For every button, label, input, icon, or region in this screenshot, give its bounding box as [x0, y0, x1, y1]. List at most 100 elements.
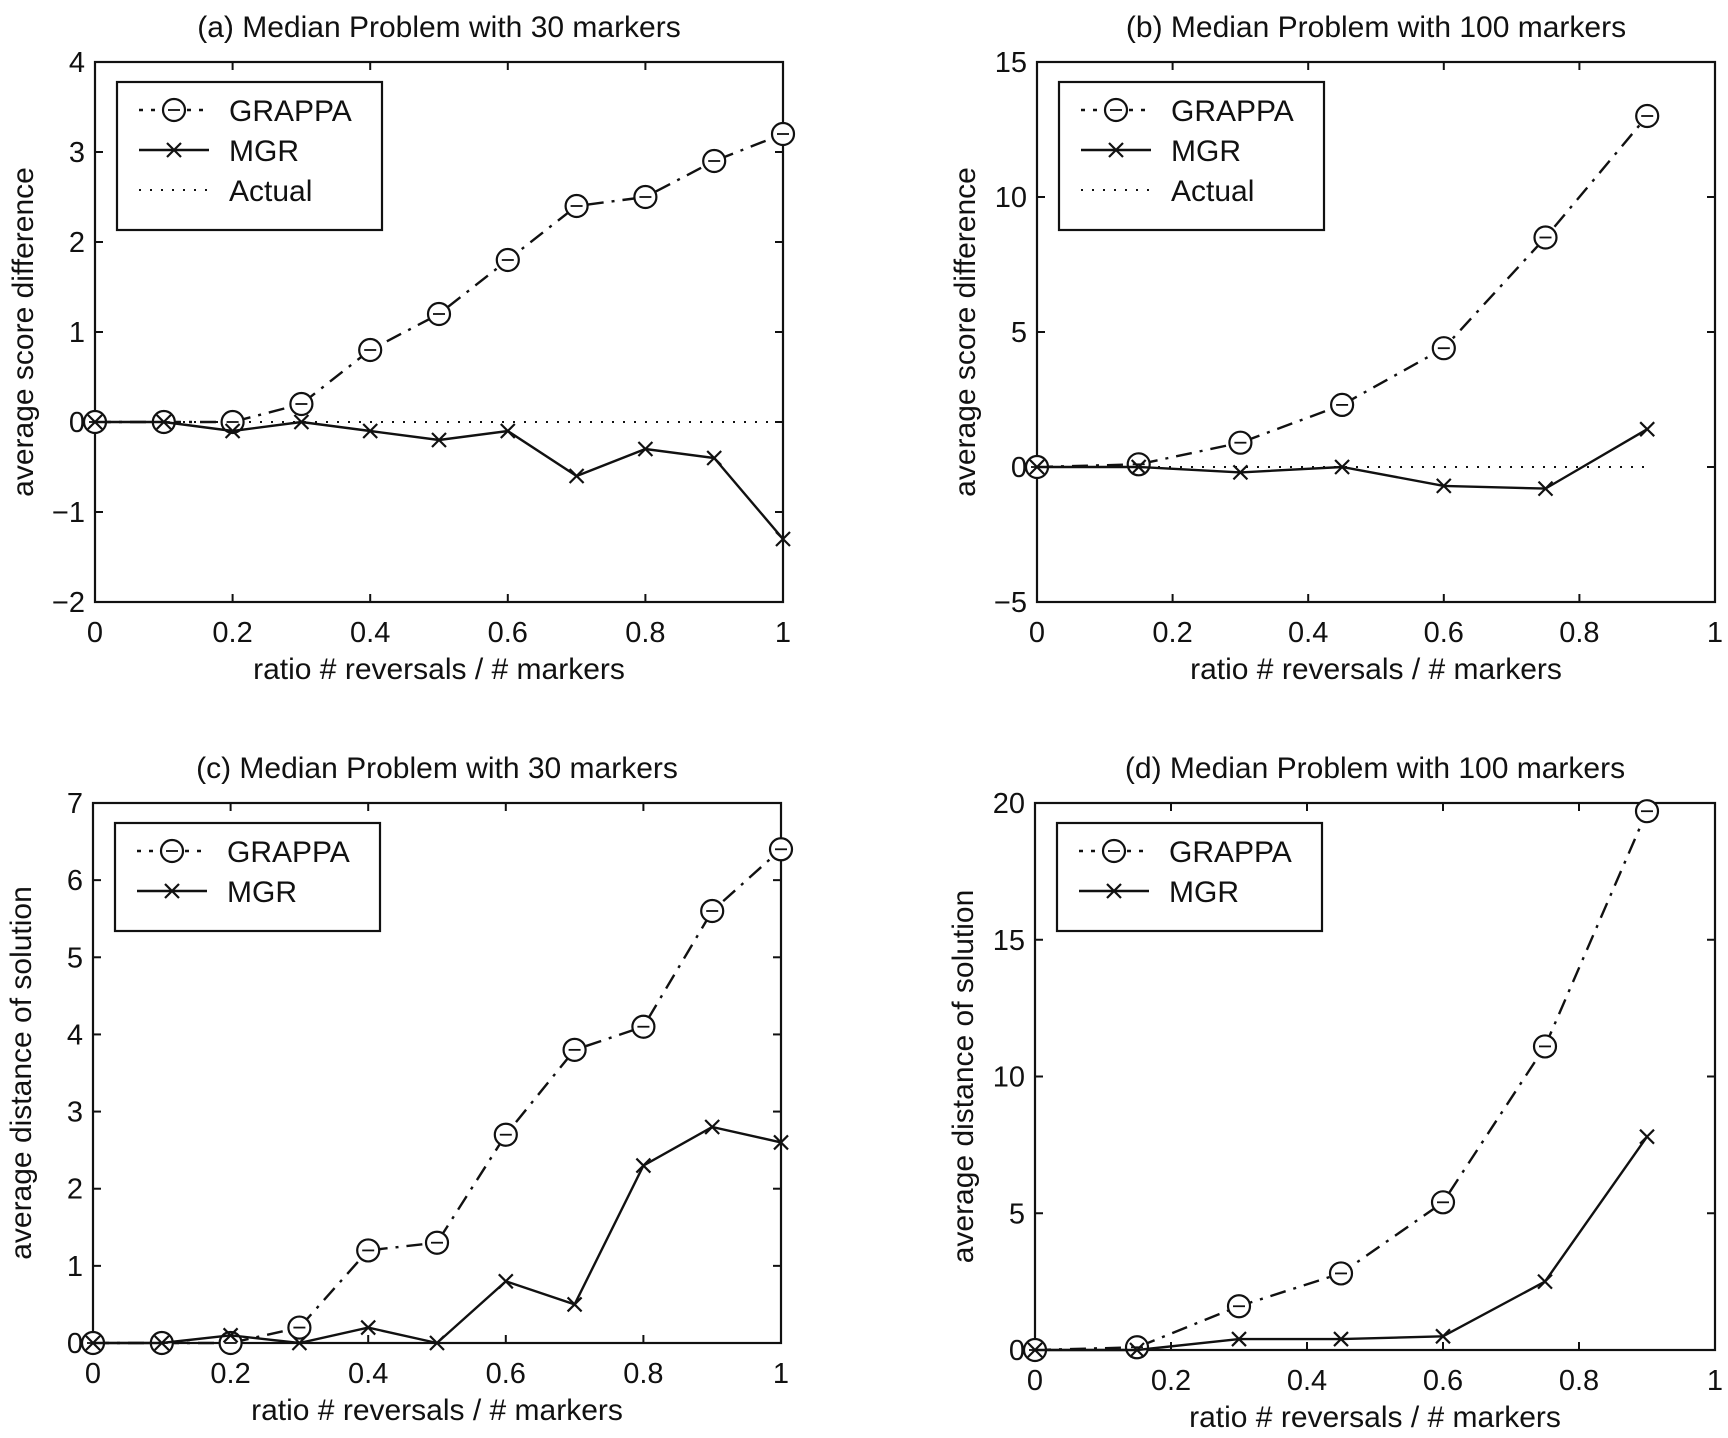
x-axis-label: ratio # reversals / # markers	[251, 1394, 623, 1427]
y-tick-label: 7	[67, 788, 83, 820]
y-tick-label: 5	[1011, 317, 1027, 349]
x-tick-label: 0.8	[1559, 1365, 1599, 1397]
y-tick-label: 4	[67, 1019, 83, 1051]
data-point-mgr	[1334, 459, 1350, 475]
data-point-mgr	[293, 414, 310, 430]
y-tick-label: 6	[67, 865, 83, 897]
data-point-mgr	[87, 414, 103, 430]
series-mgr	[87, 414, 791, 547]
data-point-mgr	[1129, 1342, 1145, 1358]
x-tick-label: 0.6	[1423, 1365, 1463, 1397]
legend-marker-mgr	[166, 142, 182, 158]
data-point-mgr	[775, 531, 791, 547]
y-tick-label: 5	[1009, 1198, 1025, 1230]
y-axis-label: average distance of solution	[947, 890, 980, 1264]
x-tick-label: 0.4	[1287, 1365, 1327, 1397]
legend-marker-mgr	[1106, 883, 1122, 899]
data-point-mgr	[1027, 1342, 1043, 1358]
x-tick-label: 0	[85, 1358, 101, 1390]
legend-label-mgr: MGR	[229, 135, 299, 168]
legend-label-actual: Actual	[1171, 175, 1254, 208]
x-tick-label: 0.2	[212, 617, 252, 649]
x-tick-label: 0.4	[348, 1358, 388, 1390]
x-tick-label: 0	[1027, 1365, 1043, 1397]
y-tick-label: 1	[67, 1251, 83, 1283]
y-tick-label: −1	[52, 497, 85, 529]
y-tick-label: 20	[993, 788, 1025, 820]
legend-box	[113, 821, 382, 933]
chart-title: (b) Median Problem with 100 markers	[1126, 11, 1626, 44]
panel-d: (d) Median Problem with 100 markers 0 0.2 0…	[947, 752, 1723, 1434]
x-tick-label: 0.2	[210, 1358, 250, 1390]
x-tick-label: 1	[1707, 617, 1723, 649]
data-point-mgr	[1639, 1128, 1655, 1145]
x-tick-label: 0.8	[625, 617, 665, 649]
x-axis-label: ratio # reversals / # markers	[1190, 653, 1562, 686]
legend-box	[1057, 80, 1326, 232]
y-tick-label: 15	[995, 47, 1027, 79]
data-point-mgr	[1537, 1273, 1553, 1290]
data-point-mgr	[1435, 1328, 1451, 1345]
y-tick-label: 0	[69, 407, 85, 439]
series-mgr	[1029, 421, 1655, 497]
legend-label-grappa: GRAPPA	[1171, 95, 1294, 128]
series-line-mgr	[1035, 1136, 1648, 1352]
x-tick-label: 0.8	[1559, 617, 1599, 649]
legend-box	[1055, 821, 1324, 933]
data-point-mgr	[156, 414, 172, 430]
legend: GRAPPA MGR Actual	[1057, 80, 1326, 232]
x-axis-label: ratio # reversals / # markers	[1189, 1401, 1561, 1434]
data-point-mgr	[637, 441, 654, 457]
x-tick-label: 0.2	[1151, 1365, 1191, 1397]
x-tick-label: 0	[87, 617, 103, 649]
x-tick-label: 0.6	[1424, 617, 1464, 649]
panel-a: (a) Median Problem with 30 markers 0 0.2 0.…	[7, 11, 796, 686]
y-axis-label: average score difference	[7, 167, 40, 497]
y-tick-label: 5	[67, 942, 83, 974]
y-tick-label: 2	[67, 1174, 83, 1206]
data-point-mgr	[362, 423, 378, 439]
legend: GRAPPA MGR	[113, 821, 382, 933]
y-tick-label: 0	[1011, 452, 1027, 484]
legend: GRAPPA MGR	[1055, 821, 1324, 933]
series-mgr	[85, 1119, 789, 1351]
y-tick-label: 10	[995, 182, 1027, 214]
x-tick-label: 1	[1707, 1365, 1723, 1397]
legend-label-mgr: MGR	[227, 876, 297, 909]
x-tick-label: 1	[775, 617, 791, 649]
x-tick-label: 0.6	[486, 1358, 526, 1390]
legend-label-actual: Actual	[229, 175, 312, 208]
chart-title: (d) Median Problem with 100 markers	[1125, 752, 1625, 785]
series-grappa	[1022, 799, 1660, 1363]
data-point-mgr	[154, 1335, 170, 1351]
data-point-mgr	[1232, 464, 1249, 481]
x-tick-label: 0.2	[1152, 617, 1192, 649]
x-tick-label: 0.6	[488, 617, 528, 649]
y-tick-label: 15	[993, 925, 1025, 957]
legend-label-mgr: MGR	[1171, 135, 1241, 168]
y-tick-label: −2	[52, 587, 85, 619]
legend-box	[115, 80, 384, 232]
y-tick-label: 4	[69, 47, 85, 79]
data-point-mgr	[1231, 1331, 1247, 1347]
series-line-grappa	[93, 848, 782, 1345]
data-point-mgr	[85, 1335, 101, 1351]
data-point-mgr	[360, 1319, 376, 1336]
data-point-mgr	[1029, 459, 1045, 475]
data-point-mgr	[1436, 478, 1452, 494]
data-point-mgr	[568, 468, 585, 484]
legend-label-grappa: GRAPPA	[1169, 836, 1292, 869]
data-point-mgr	[566, 1296, 583, 1313]
y-tick-label: 0	[1009, 1335, 1025, 1367]
data-point-mgr	[431, 432, 447, 448]
x-tick-label: 0.4	[1288, 617, 1328, 649]
chart-title: (c) Median Problem with 30 markers	[196, 752, 678, 785]
legend: GRAPPA MGR Actual	[115, 80, 384, 232]
data-point-mgr	[498, 1273, 514, 1290]
data-point-mgr	[1639, 421, 1655, 437]
y-axis-label: average score difference	[949, 167, 982, 497]
y-tick-label: 10	[993, 1062, 1025, 1094]
series-line-grappa	[95, 132, 784, 424]
legend-label-mgr: MGR	[1169, 876, 1239, 909]
